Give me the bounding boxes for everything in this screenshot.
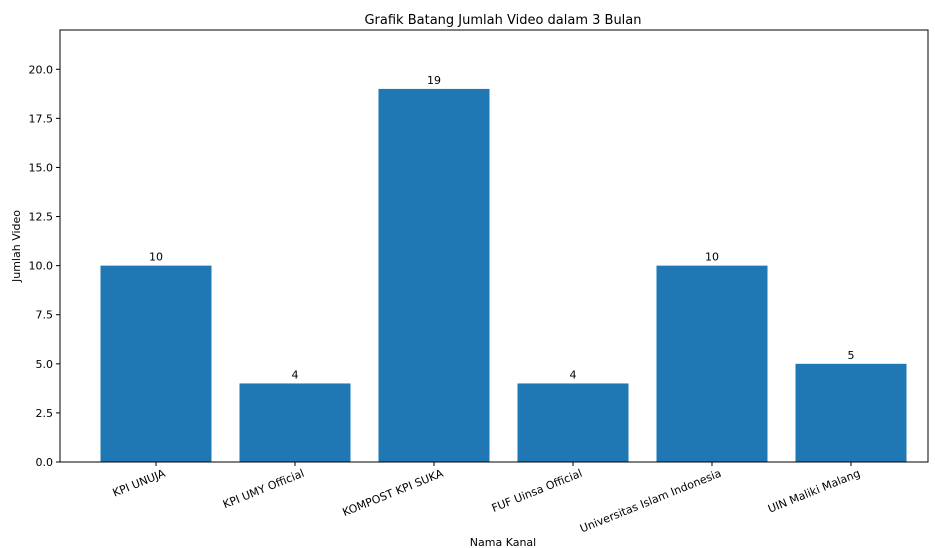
y-tick-label: 0.0 bbox=[36, 456, 54, 469]
x-tick-label: KPI UNUJA bbox=[111, 467, 168, 500]
bar-value-label-2: 4 bbox=[292, 368, 299, 381]
x-tick-label: KOMPOST KPI SUKA bbox=[341, 467, 446, 519]
y-axis-label: Jumlah Video bbox=[10, 210, 23, 283]
bar-value-label-3: 19 bbox=[427, 74, 441, 87]
bar-6 bbox=[795, 363, 907, 462]
data-labels-group: 10 4 19 4 10 5 bbox=[149, 74, 855, 382]
y-tick-label: 5.0 bbox=[36, 358, 54, 371]
x-tick-label: FUF Uinsa Official bbox=[490, 467, 584, 515]
y-tick-label: 15.0 bbox=[29, 161, 54, 174]
bar-5 bbox=[656, 265, 768, 462]
y-tick-label: 7.5 bbox=[36, 309, 54, 322]
y-tick-label: 12.5 bbox=[29, 211, 54, 224]
x-axis-label: Nama Kanal bbox=[470, 536, 536, 548]
y-tick-label: 20.0 bbox=[29, 63, 54, 76]
y-tick-label: 2.5 bbox=[36, 407, 54, 420]
y-tick-label: 10.0 bbox=[29, 260, 54, 273]
bar-3 bbox=[378, 88, 490, 462]
bars-group bbox=[100, 88, 907, 462]
x-tick-label: UIN Maliki Malang bbox=[766, 467, 862, 516]
y-tick-label: 17.5 bbox=[29, 112, 54, 125]
bar-value-label-1: 10 bbox=[149, 251, 163, 264]
bar-value-label-6: 5 bbox=[848, 349, 855, 362]
x-tick-label: KPI UMY Official bbox=[221, 467, 306, 511]
bar-4 bbox=[517, 383, 629, 462]
plot-frame bbox=[59, 29, 929, 463]
x-tick-label: Universitas Islam Indonesia bbox=[578, 467, 723, 536]
bar-1 bbox=[100, 265, 212, 462]
x-axis: KPI UNUJA KPI UMY Official KOMPOST KPI SUK… bbox=[111, 462, 862, 535]
bar-value-label-4: 4 bbox=[570, 368, 577, 381]
chart-title: Grafik Batang Jumlah Video dalam 3 Bulan bbox=[364, 13, 641, 28]
bar-2 bbox=[239, 383, 351, 462]
bar-value-label-5: 10 bbox=[705, 251, 719, 264]
y-axis: 0.0 2.5 5.0 7.5 10.0 12.5 15.0 17.5 20.0 bbox=[29, 63, 60, 469]
